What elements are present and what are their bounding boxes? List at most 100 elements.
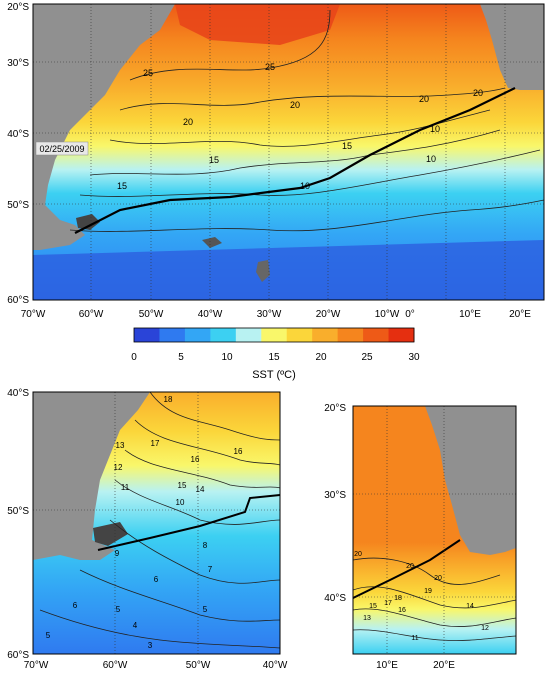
- main-map-grid: [33, 4, 544, 300]
- main-map-contour-labels: 25 25 20 20 20 20 15 15 15 10 10 10: [117, 62, 483, 191]
- contour-label: 7: [208, 565, 213, 574]
- contour-label: 5: [203, 605, 208, 614]
- contour-label: 12: [481, 625, 489, 632]
- colorbar-cell: [184, 328, 211, 342]
- warm-core: [175, 4, 340, 45]
- ship-track: [74, 87, 516, 234]
- contour-label: 5: [46, 631, 51, 640]
- contour-label: 16: [234, 447, 243, 456]
- contour-label: 6: [73, 601, 78, 610]
- contour-label: 19: [424, 588, 432, 595]
- inset-west-contour-labels: 18 17 16 16 15 14 13 12 11 10 9 8 7 6 5 …: [46, 395, 243, 650]
- colorbar-cells: [134, 328, 415, 342]
- colorbar: 0 5 10 15 20 25 30 SST (ºC): [131, 327, 420, 381]
- inset-east-contour-labels: 20 20 19 18 17 16 15 14 13 12 11 20: [354, 551, 489, 642]
- main-map-lon-labels: 70°W 60°W 50°W 40°W 30°W 20°W 10°W 0° 10…: [21, 309, 532, 320]
- lon-label: 50°W: [139, 309, 164, 320]
- inset-west-map: 18 17 16 16 15 14 13 12 11 10 9 8 7 6 5 …: [7, 388, 288, 671]
- lon-label: 60°W: [103, 660, 128, 671]
- contour-label: 15: [342, 141, 352, 151]
- colorbar-ticks: 0 5 10 15 20 25 30: [131, 352, 420, 363]
- contour-label: 10: [426, 154, 436, 164]
- inset-west-grid: [33, 392, 280, 654]
- contour-label: 20: [434, 575, 442, 582]
- contour-label: 15: [209, 155, 219, 165]
- lon-label: 20°E: [509, 309, 531, 320]
- colorbar-tick: 5: [178, 352, 184, 363]
- contour-label: 13: [116, 441, 125, 450]
- lat-label: 30°S: [7, 58, 29, 69]
- contour-label: 20: [290, 100, 300, 110]
- lon-label: 70°W: [24, 660, 49, 671]
- colorbar-tick: 30: [408, 352, 420, 363]
- contour-label: 10: [176, 498, 185, 507]
- africa-land: [480, 4, 544, 90]
- contour-label: 20: [354, 551, 362, 558]
- date-label-bg: [35, 141, 89, 156]
- inset-west-contours: [39, 391, 281, 649]
- contour-label: 9: [115, 549, 120, 558]
- inset-west-lat-labels: 40°S 50°S 60°S: [7, 388, 29, 661]
- contour-label: 20: [473, 88, 483, 98]
- lon-label: 70°W: [21, 309, 46, 320]
- main-map-lat-labels: 20°S 30°S 40°S 50°S 60°S: [7, 2, 29, 306]
- lat-label: 60°S: [7, 295, 29, 306]
- colorbar-cell: [363, 328, 390, 342]
- lat-label: 40°S: [7, 129, 29, 140]
- contour-label: 20: [406, 563, 414, 570]
- lon-label: 20°E: [433, 660, 455, 671]
- inset-east-grid: [353, 406, 516, 654]
- south-sandwich: [256, 260, 270, 282]
- date-label: 02/25/2009: [39, 144, 84, 154]
- lon-label: 0°: [405, 309, 415, 320]
- colorbar-cell: [235, 328, 262, 342]
- colorbar-cell: [159, 328, 186, 342]
- colorbar-frame: [133, 327, 415, 343]
- contour-label: 14: [196, 485, 205, 494]
- contour-label: 17: [151, 439, 160, 448]
- contour-label: 25: [265, 62, 275, 72]
- lon-label: 30°W: [257, 309, 282, 320]
- inset-west-land: [33, 392, 150, 560]
- lon-label: 40°W: [263, 660, 288, 671]
- inset-east-lat-labels: 20°S 30°S 40°S: [324, 403, 346, 604]
- contour-label: 15: [369, 603, 377, 610]
- main-map: 02/25/2009 25 25 20 20 20 20 15 15 15 10…: [7, 2, 545, 320]
- contour-label: 18: [394, 595, 402, 602]
- contour-label: 13: [363, 615, 371, 622]
- lon-label: 10°E: [376, 660, 398, 671]
- contour-label: 3: [148, 641, 153, 650]
- contour-label: 20: [183, 117, 193, 127]
- inset-west-falklands: [93, 522, 128, 546]
- lat-label: 20°S: [7, 2, 29, 13]
- colorbar-cell: [312, 328, 339, 342]
- colorbar-tick: 20: [315, 352, 327, 363]
- lat-label: 40°S: [324, 593, 346, 604]
- colorbar-cell: [337, 328, 364, 342]
- inset-east-lon-labels: 10°E 20°E: [376, 660, 455, 671]
- contour-label: 6: [154, 575, 159, 584]
- inset-west-ship-track: [97, 494, 281, 551]
- contour-label: 14: [466, 603, 474, 610]
- cold-south: [33, 240, 544, 300]
- lon-label: 40°W: [198, 309, 223, 320]
- colorbar-cell: [286, 328, 313, 342]
- colorbar-tick: 10: [221, 352, 233, 363]
- colorbar-tick: 25: [361, 352, 373, 363]
- lat-label: 40°S: [7, 388, 29, 399]
- colorbar-tick: 15: [268, 352, 280, 363]
- inset-east-ship-track: [352, 539, 461, 599]
- contour-label: 4: [133, 621, 138, 630]
- contour-label: 10: [430, 124, 440, 134]
- inset-east-contours: [352, 557, 517, 641]
- lon-label: 20°W: [316, 309, 341, 320]
- contour-label: 12: [114, 463, 123, 472]
- main-map-frame: [32, 3, 545, 301]
- lat-label: 20°S: [324, 403, 346, 414]
- lon-label: 60°W: [79, 309, 104, 320]
- contour-label: 16: [191, 455, 200, 464]
- contour-label: 11: [411, 635, 418, 642]
- contour-label: 20: [419, 94, 429, 104]
